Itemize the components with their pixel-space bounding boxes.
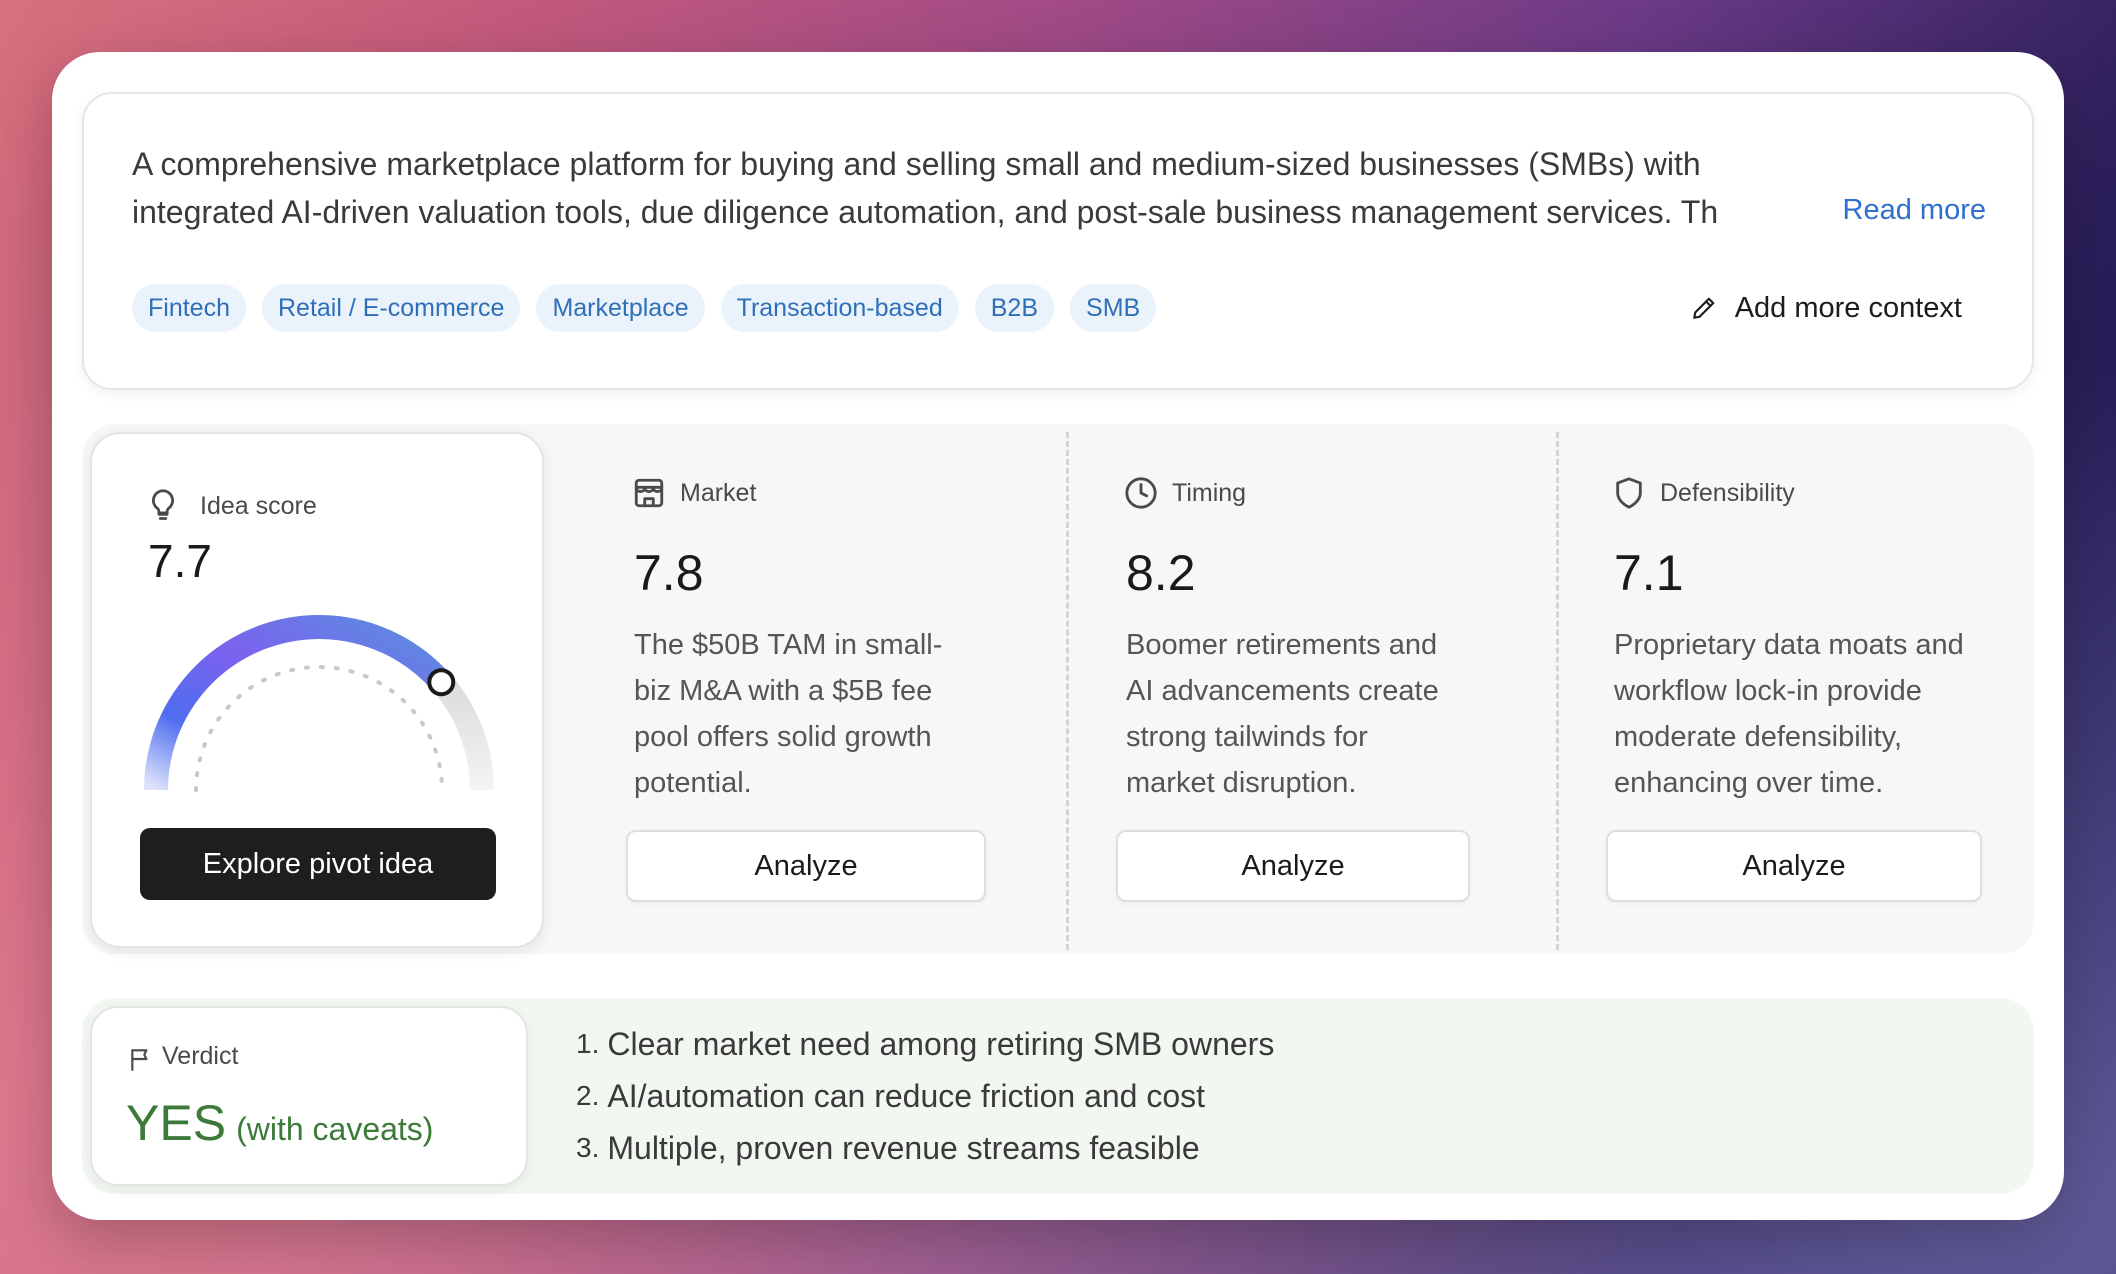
metric-timing-description: Boomer retirements and AI advancements c… xyxy=(1126,629,1439,799)
metric-market-description: The $50B TAM in small- biz M&A with a $5… xyxy=(634,629,943,799)
idea-score-gauge xyxy=(144,615,494,792)
metric-timing-label: Timing xyxy=(1172,478,1247,507)
analyze-market-button[interactable]: Analyze xyxy=(626,830,986,902)
metric-timing: Timing 8.2 Boomer retirements and AI adv… xyxy=(1116,432,1504,948)
analyze-timing-button[interactable]: Analyze xyxy=(1116,830,1470,902)
metric-defensibility-value: 7.1 xyxy=(1614,545,1684,601)
idea-description: A comprehensive marketplace platform for… xyxy=(132,140,1832,236)
analyze-defensibility-button[interactable]: Analyze xyxy=(1606,830,1982,902)
tag-marketplace: Marketplace xyxy=(536,284,705,332)
tag-retail-ecommerce: Retail / E-commerce xyxy=(261,284,521,332)
verdict-label: Verdict xyxy=(162,1042,239,1070)
verdict-card: Verdict YES (with caveats) xyxy=(90,1006,528,1186)
verdict-qualifier: (with caveats) xyxy=(236,1111,434,1147)
clock-icon xyxy=(1125,477,1157,509)
gauge-dotted-guide xyxy=(194,665,444,792)
metric-market-label: Market xyxy=(680,478,757,507)
idea-score-card: Idea score 7.7 Explore pivot idea xyxy=(90,432,544,948)
list-item: 3. Multiple, proven revenue streams feas… xyxy=(576,1130,1200,1166)
tag-transaction-based: Transaction-based xyxy=(720,284,959,332)
metric-timing-value: 8.2 xyxy=(1126,545,1196,601)
metric-defensibility: Defensibility 7.1 Proprietary data moats… xyxy=(1606,432,2022,948)
tag-b2b: B2B xyxy=(974,284,1055,332)
flag-icon xyxy=(131,1049,148,1071)
metric-defensibility-label: Defensibility xyxy=(1660,478,1795,507)
idea-score-label: Idea score xyxy=(200,492,317,520)
store-icon xyxy=(634,478,664,508)
read-more-link[interactable]: Read more xyxy=(1842,194,1986,226)
metric-market: Market 7.8 The $50B TAM in small- biz M&… xyxy=(626,432,1012,948)
list-item: 2. AI/automation can reduce friction and… xyxy=(576,1078,1206,1114)
idea-report-card: A comprehensive marketplace platform for… xyxy=(52,52,2064,1220)
tag-fintech: Fintech xyxy=(132,284,246,332)
column-divider xyxy=(1066,432,1069,950)
verdict-answer: YES xyxy=(126,1095,227,1151)
gauge-knob xyxy=(427,668,456,697)
list-item: 1. Clear market need among retiring SMB … xyxy=(576,1026,1275,1062)
gauge-track xyxy=(144,615,494,791)
idea-score-value: 7.7 xyxy=(148,535,212,587)
pencil-icon xyxy=(1692,297,1714,319)
description-panel: A comprehensive marketplace platform for… xyxy=(82,92,2034,390)
description-line-1: A comprehensive marketplace platform for… xyxy=(132,146,1701,182)
description-line-2: integrated AI-driven valuation tools, du… xyxy=(132,194,1719,230)
shield-icon xyxy=(1616,477,1642,509)
add-more-context-label: Add more context xyxy=(1734,291,1962,324)
metric-defensibility-description: Proprietary data moats and workflow lock… xyxy=(1614,629,1964,799)
verdict-reasons-list: 1. Clear market need among retiring SMB … xyxy=(576,1018,1274,1174)
tag-smb: SMB xyxy=(1070,284,1157,332)
column-divider xyxy=(1556,432,1559,950)
gauge-fill xyxy=(144,615,451,791)
explore-pivot-idea-button[interactable]: Explore pivot idea xyxy=(140,828,496,900)
lightbulb-icon xyxy=(152,489,174,520)
metric-market-value: 7.8 xyxy=(634,545,704,601)
add-more-context-button[interactable]: Add more context xyxy=(1691,280,1962,336)
tag-list: Fintech Retail / E-commerce Marketplace … xyxy=(132,284,1157,332)
